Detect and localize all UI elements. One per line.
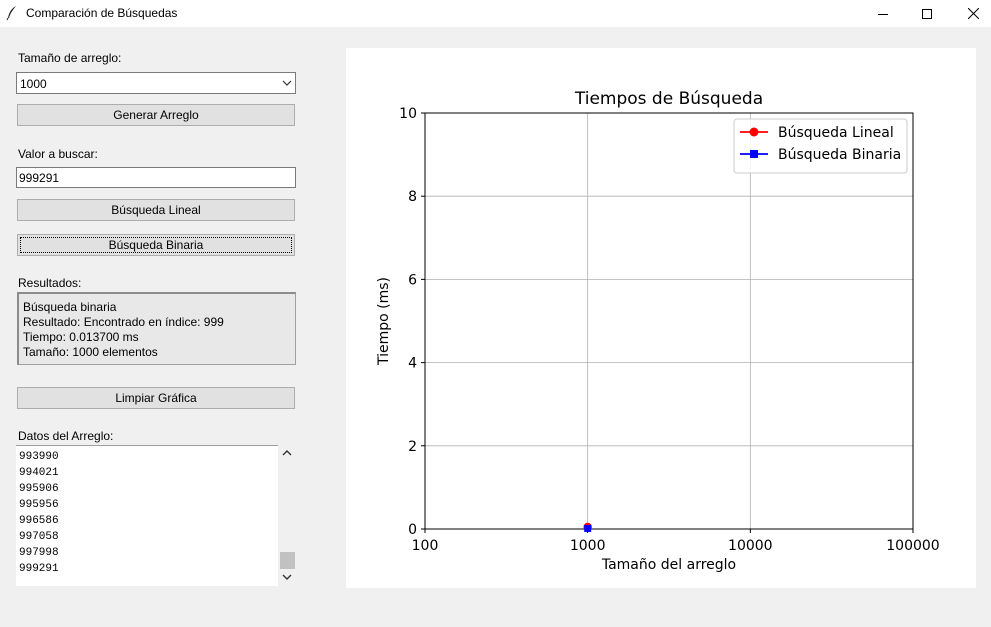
binary-search-button[interactable]: Búsqueda Binaria — [17, 234, 295, 256]
chevron-down-icon[interactable] — [282, 573, 292, 581]
search-value-input[interactable] — [17, 168, 295, 187]
array-size-combobox[interactable]: 1000 — [16, 72, 296, 94]
list-item[interactable]: 997998 — [19, 547, 59, 559]
minimize-icon — [878, 13, 888, 15]
clear-chart-button[interactable]: Limpiar Gráfica — [17, 387, 295, 409]
legend-marker-square — [750, 150, 758, 158]
list-item[interactable]: 995906 — [19, 483, 59, 495]
results-line: Resultado: Encontrado en índice: 999 — [23, 315, 224, 329]
generate-array-button[interactable]: Generar Arreglo — [17, 104, 295, 126]
linear-search-button[interactable]: Búsqueda Lineal — [17, 199, 295, 221]
x-tick-label: 100000 — [886, 538, 939, 554]
y-axis-label: Tiempo (ms) — [376, 277, 392, 366]
results-line: Búsqueda binaria — [23, 300, 117, 314]
results-box: Búsqueda binaria Resultado: Encontrado e… — [17, 292, 296, 365]
legend-box — [733, 118, 908, 174]
maximize-icon — [922, 8, 932, 19]
list-item[interactable]: 995956 — [19, 499, 59, 511]
y-tick-label: 10 — [399, 106, 417, 122]
legend-label: Búsqueda Lineal — [778, 125, 894, 141]
results-line: Tiempo: 0.013700 ms — [23, 330, 139, 344]
list-item[interactable]: 997058 — [19, 531, 59, 543]
chart-panel: 100 1000 10000 100000 0 2 4 6 8 10 Tiempos de Búsq… — [346, 48, 976, 588]
results-label: Resultados: — [18, 276, 82, 290]
x-axis-label: Tamaño del arreglo — [601, 557, 736, 573]
legend-marker-circle — [749, 127, 759, 137]
y-tick-label: 0 — [408, 522, 417, 538]
feather-icon — [6, 6, 16, 21]
plot-frame — [424, 112, 914, 530]
chart-title: Tiempos de Búsqueda — [574, 89, 763, 109]
minimize-button[interactable] — [860, 0, 906, 27]
search-value-label: Valor a buscar: — [18, 147, 98, 161]
list-item[interactable]: 996586 — [19, 515, 59, 527]
window-title: Comparación de Búsquedas — [26, 6, 178, 20]
list-item[interactable]: 993990 — [19, 451, 59, 463]
x-tick-label: 1000 — [570, 538, 606, 554]
list-item[interactable]: 994021 — [19, 467, 59, 479]
data-point-square — [584, 524, 592, 532]
chevron-down-icon[interactable] — [282, 78, 292, 88]
list-item[interactable]: 999291 — [19, 563, 59, 575]
search-value-field[interactable] — [16, 167, 296, 188]
close-button[interactable] — [950, 0, 991, 27]
search-times-chart: 100 1000 10000 100000 0 2 4 6 8 10 Tiempos de Búsq… — [376, 89, 940, 573]
array-data-list[interactable]: 993990 994021 995906 995956 996586 99705… — [16, 445, 278, 586]
chevron-up-icon[interactable] — [282, 449, 292, 457]
y-tick-label: 4 — [408, 356, 417, 372]
array-data-scrollbar[interactable] — [279, 445, 296, 586]
array-size-value: 1000 — [20, 77, 47, 91]
y-tick-label: 2 — [408, 439, 417, 455]
results-line: Tamaño: 1000 elementos — [23, 345, 158, 359]
array-data-label: Datos del Arreglo: — [18, 429, 114, 443]
legend-label: Búsqueda Binaria — [778, 147, 901, 163]
array-size-label: Tamaño de arreglo: — [18, 51, 122, 65]
close-icon — [967, 8, 979, 19]
title-bar: Comparación de Búsquedas — [0, 0, 991, 27]
scrollbar-thumb[interactable] — [280, 552, 295, 569]
x-tick-label: 100 — [412, 538, 439, 554]
y-tick-label: 8 — [408, 189, 417, 205]
y-tick-label: 6 — [408, 272, 417, 288]
x-tick-label: 10000 — [728, 538, 773, 554]
maximize-button[interactable] — [904, 0, 950, 27]
